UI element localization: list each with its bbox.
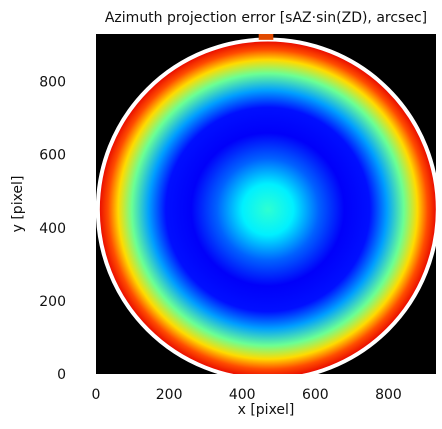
x-axis: 0 200 400 600 800 — [92, 387, 402, 403]
y-tick-label: 0 — [57, 367, 66, 383]
y-axis: 0 200 400 600 800 — [39, 75, 66, 383]
y-axis-label: y [pixel] — [10, 176, 26, 233]
y-tick-label: 400 — [39, 221, 66, 237]
error-disk — [97, 39, 436, 374]
chart-title: Azimuth projection error [sAZ·sin(ZD), a… — [105, 10, 427, 26]
x-tick-label: 0 — [92, 387, 101, 403]
x-tick-label: 800 — [375, 387, 402, 403]
y-tick-label: 600 — [39, 148, 66, 164]
top-edge-marker — [258, 34, 274, 40]
x-tick-label: 200 — [156, 387, 183, 403]
plot-content — [96, 34, 436, 374]
y-tick-label: 200 — [39, 294, 66, 310]
x-tick-label: 400 — [229, 387, 256, 403]
y-tick-label: 800 — [39, 75, 66, 91]
x-tick-label: 600 — [302, 387, 329, 403]
x-axis-label: x [pixel] — [238, 402, 295, 418]
